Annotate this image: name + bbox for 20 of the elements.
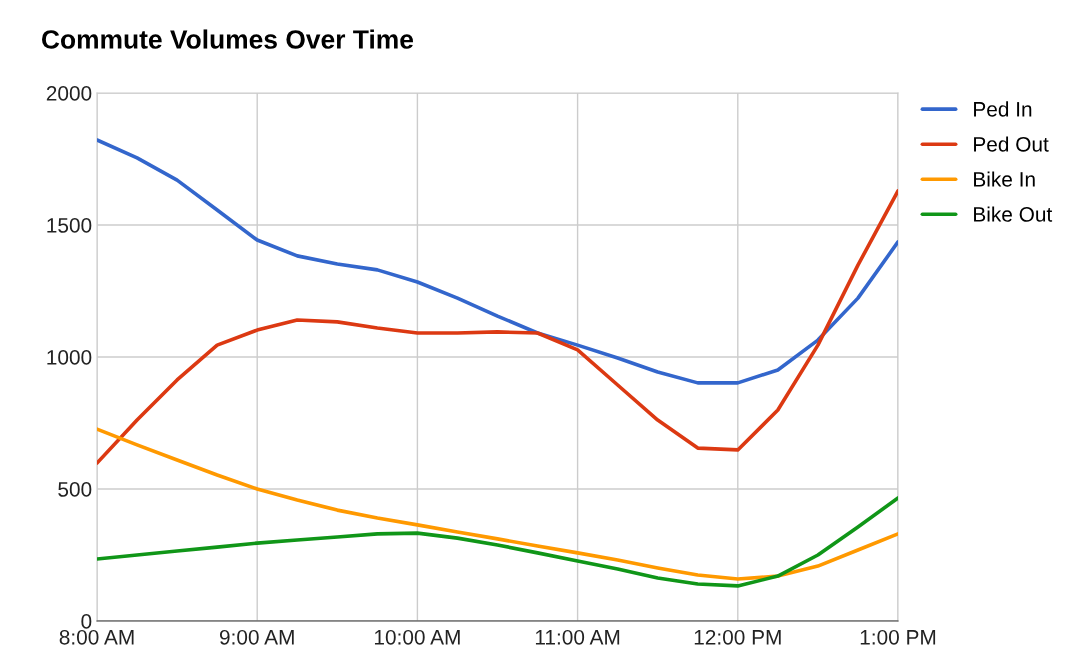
x-tick-label: 8:00 AM xyxy=(59,629,134,645)
legend-label: Ped Out xyxy=(974,136,1049,152)
chart-title: Commute Volumes Over Time xyxy=(42,29,414,49)
x-tick-label: 1:00 PM xyxy=(860,629,936,645)
legend-label: Ped In xyxy=(974,101,1032,117)
y-tick-label: 1000 xyxy=(47,350,92,365)
line-series xyxy=(97,496,898,588)
legend-label: Bike Out xyxy=(974,206,1053,222)
y-tick-label: 500 xyxy=(58,482,92,497)
x-tick-label: 9:00 AM xyxy=(219,629,294,645)
line-series xyxy=(97,138,898,385)
line-series xyxy=(97,427,898,581)
x-tick-label: 12:00 PM xyxy=(694,629,781,645)
y-tick-label: 1500 xyxy=(47,218,92,233)
x-tick-label: 11:00 AM xyxy=(535,629,620,645)
y-tick-label: 0 xyxy=(81,614,92,629)
legend-label: Bike In xyxy=(974,171,1035,187)
line-series xyxy=(97,189,898,465)
x-tick-label: 10:00 AM xyxy=(374,629,460,645)
y-tick-label: 2000 xyxy=(46,86,92,101)
